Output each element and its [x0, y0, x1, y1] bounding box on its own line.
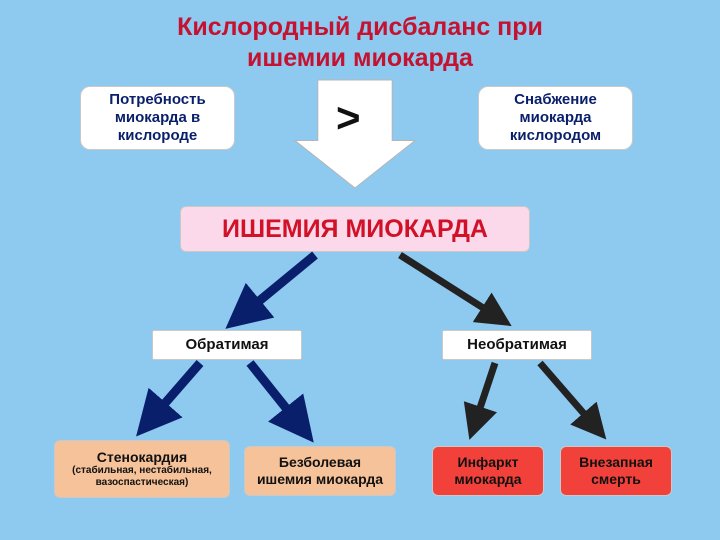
flow-arrows — [0, 0, 720, 540]
